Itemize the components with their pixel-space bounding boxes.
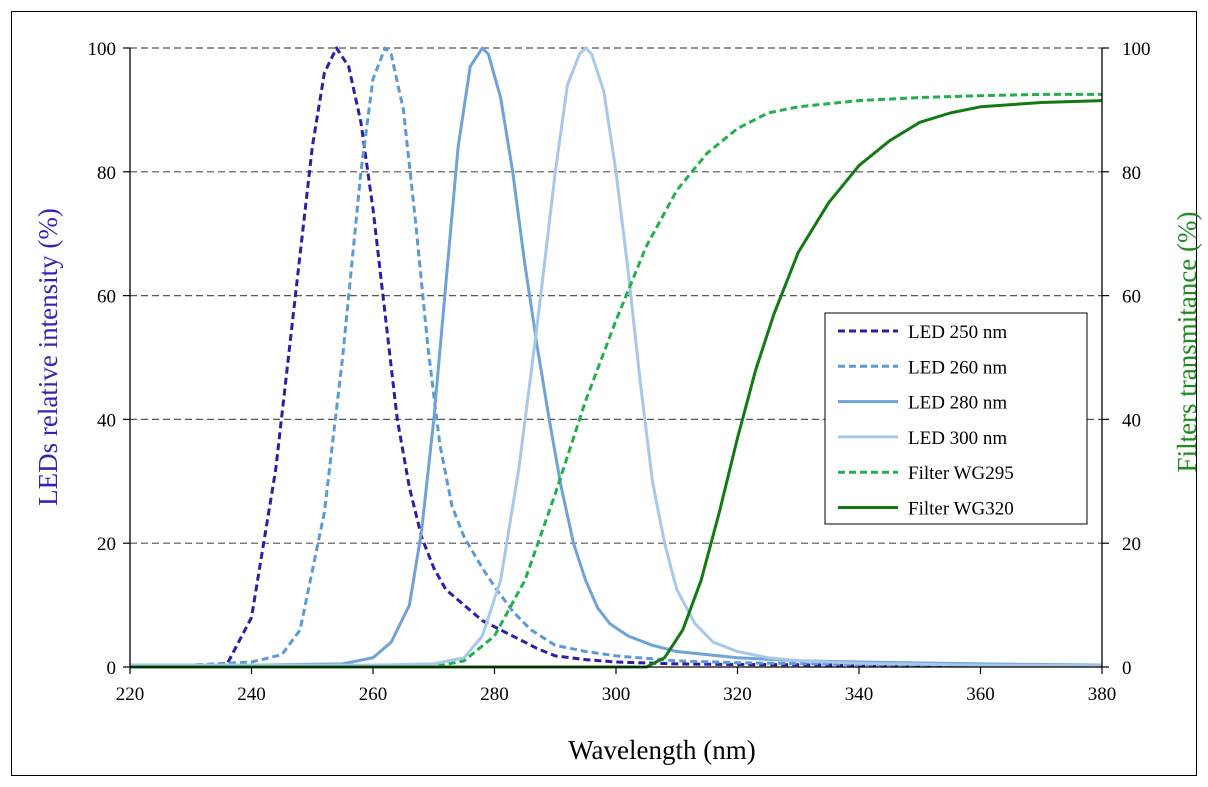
legend-label-filter-wg320: Filter WG320: [908, 499, 1014, 520]
x-tick-label: 380: [1088, 684, 1117, 705]
x-tick-label: 340: [845, 684, 874, 705]
y-axis-right-title: Filters transmitance (%): [1172, 212, 1202, 473]
legend-box: [825, 313, 1087, 524]
x-tick-label: 320: [723, 684, 752, 705]
y-axis-left-title: LEDs relative intensity (%): [33, 208, 63, 506]
x-tick-label: 240: [237, 684, 266, 705]
y-right-tick-label: 20: [1122, 534, 1141, 555]
x-tick-label: 300: [602, 684, 631, 705]
legend-label-filter-wg295: Filter WG295: [908, 463, 1014, 484]
y-right-tick-label: 100: [1122, 39, 1151, 60]
y-right-tick-label: 60: [1122, 287, 1141, 308]
y-left-tick-label: 40: [97, 410, 116, 431]
x-tick-label: 260: [359, 684, 388, 705]
y-left-tick-label: 20: [97, 534, 116, 555]
y-right-tick-label: 0: [1122, 658, 1132, 679]
y-right-tick-label: 80: [1122, 163, 1141, 184]
y-right-tick-label: 40: [1122, 410, 1141, 431]
legend-label-led-300-nm: LED 300 nm: [908, 428, 1007, 449]
legend-label-led-260-nm: LED 260 nm: [908, 357, 1007, 378]
y-left-tick-label: 60: [97, 287, 116, 308]
legend-label-led-250-nm: LED 250 nm: [908, 322, 1007, 343]
x-tick-label: 360: [966, 684, 995, 705]
legend: LED 250 nm LED 260 nm LED 280 nm LED 300 nm…: [825, 313, 1087, 524]
y-left-tick-label: 100: [88, 39, 117, 60]
x-axis-title: Wavelength (nm): [568, 735, 756, 765]
x-tick-label: 280: [480, 684, 509, 705]
legend-label-led-280-nm: LED 280 nm: [908, 393, 1007, 414]
x-tick-label: 220: [116, 684, 145, 705]
y-left-tick-label: 80: [97, 163, 116, 184]
y-left-tick-label: 0: [107, 658, 117, 679]
